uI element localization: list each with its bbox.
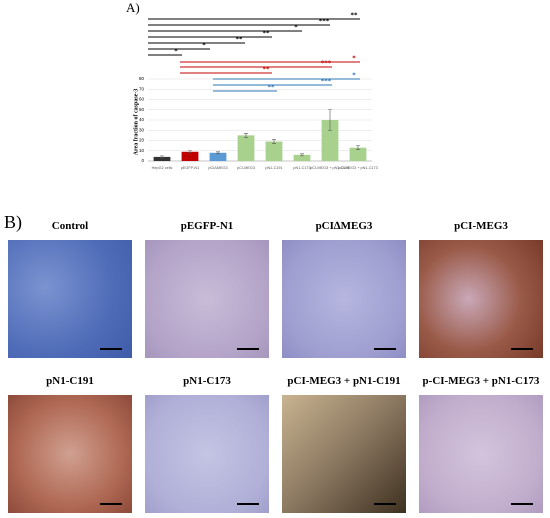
- image-title: pCI∆MEG3: [315, 220, 373, 232]
- micrograph: [145, 240, 269, 358]
- scale-bar: [237, 503, 259, 505]
- error-bar: [216, 151, 220, 155]
- bar: [321, 120, 339, 161]
- x-tick-label: pCI-MEG3: [237, 166, 255, 170]
- bar: [181, 151, 199, 161]
- significance-label: ***: [319, 18, 330, 26]
- bar: [265, 141, 283, 161]
- error-bar: [272, 139, 276, 144]
- error-bar: [188, 150, 192, 154]
- x-tick-label: pN1-C173: [293, 166, 310, 170]
- error-bar: [328, 109, 332, 131]
- image-title: pCI-MEG3 + pN1-C191: [287, 375, 401, 387]
- scale-bar: [237, 348, 259, 350]
- bar: [349, 147, 367, 161]
- scale-bar: [374, 503, 396, 505]
- y-tick-label: 70: [139, 86, 145, 91]
- y-tick-label: 50: [139, 107, 145, 112]
- x-tick-label: pEGFP-N1: [181, 166, 200, 170]
- y-tick-label: 10: [139, 148, 145, 153]
- image-title: pCI-MEG3: [454, 220, 508, 232]
- panel-label: B): [4, 212, 22, 232]
- x-tick-label: HepG2 cells: [152, 166, 173, 170]
- significance-label: *: [202, 42, 206, 50]
- significance-label: *: [294, 24, 298, 32]
- bar: [293, 154, 311, 161]
- x-tick-label: pCI-MEG3 + pN1-C191: [310, 166, 350, 170]
- panel-label: A): [126, 0, 140, 15]
- micrograph: [145, 395, 269, 513]
- y-tick-label: 60: [139, 97, 145, 102]
- error-bar: [300, 153, 304, 157]
- significance-label: **: [236, 36, 244, 44]
- scale-bar: [374, 348, 396, 350]
- significance-label: *: [174, 48, 178, 56]
- image-title: p-CI-MEG3 + pN1-C173: [422, 375, 540, 387]
- x-tick-label: pCI-MEG3 + pN1-C173: [338, 166, 378, 170]
- significance-label: *: [352, 55, 356, 63]
- y-tick-label: 30: [139, 127, 145, 132]
- image-title: pEGFP-N1: [180, 220, 234, 232]
- image-title: Control: [51, 220, 89, 232]
- y-tick-label: 40: [139, 117, 145, 122]
- y-tick-label: 0: [141, 158, 144, 163]
- x-tick-label: pN1-C191: [265, 166, 282, 170]
- error-bar: [160, 155, 164, 159]
- significance-label: ***: [321, 78, 332, 86]
- x-tick-label: pCIΔMEG3: [208, 166, 227, 170]
- micrograph: [8, 395, 132, 513]
- scale-bar: [100, 348, 122, 350]
- scale-bar: [511, 348, 533, 350]
- micrograph: [282, 240, 406, 358]
- bar: [153, 156, 171, 161]
- significance-label: **: [263, 66, 271, 74]
- image-title: pN1-C191: [46, 375, 94, 387]
- y-axis-label: Area fraction of caspase-3: [133, 89, 139, 156]
- micrograph: [419, 240, 543, 358]
- significance-label: **: [351, 12, 359, 20]
- significance-label: ***: [321, 60, 332, 68]
- micrograph: [419, 395, 543, 513]
- error-bar: [244, 133, 248, 138]
- y-tick-label: 80: [139, 76, 145, 81]
- micrograph: [8, 240, 132, 358]
- scale-bar: [100, 503, 122, 505]
- image-title: pN1-C173: [183, 375, 231, 387]
- micrograph: [282, 395, 406, 513]
- bar: [209, 152, 227, 161]
- error-bar: [356, 145, 360, 151]
- significance-label: **: [263, 30, 271, 38]
- significance-label: **: [268, 84, 276, 92]
- bar: [237, 135, 255, 161]
- scale-bar: [511, 503, 533, 505]
- y-tick-label: 20: [139, 138, 145, 143]
- significance-label: *: [352, 72, 356, 80]
- chart: A) Area fraction of caspase-3 0 10 20 30 40 5…: [126, 0, 378, 170]
